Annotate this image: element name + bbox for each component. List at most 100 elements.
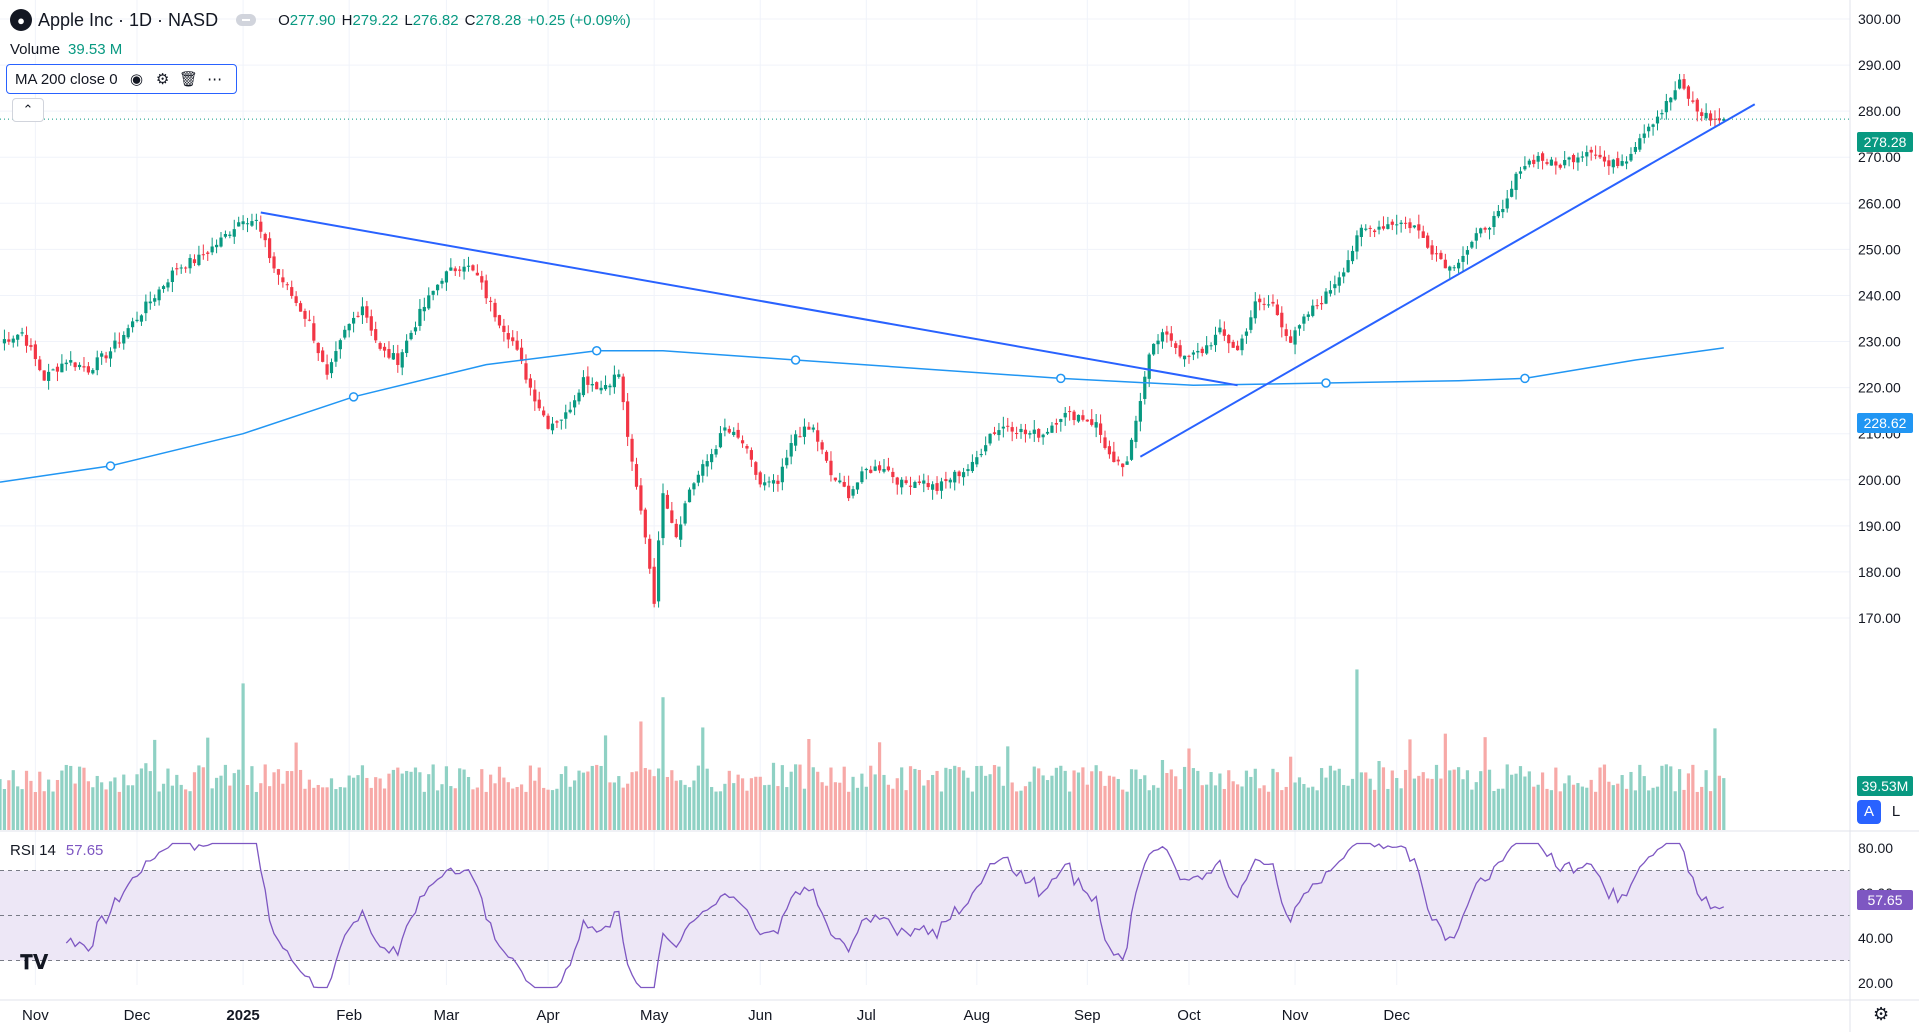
more-icon[interactable]: ⋯: [207, 71, 223, 88]
volume-bar: [1686, 773, 1691, 830]
candle-body: [1421, 231, 1425, 238]
volume-bar: [7, 780, 11, 830]
candle-body: [917, 481, 921, 483]
volume-bar: [378, 778, 382, 830]
candle-body: [1633, 146, 1637, 152]
candle-body: [175, 268, 179, 270]
candle-body: [268, 238, 272, 259]
symbol-title[interactable]: Apple Inc · 1D · NASD: [38, 9, 219, 30]
volume-bar: [670, 770, 674, 830]
volume-bar: [842, 766, 846, 830]
volume-bar: [502, 777, 506, 830]
tradingview-logo-icon[interactable]: 𝐓V: [20, 950, 49, 974]
hide-legend-toggle[interactable]: [236, 14, 257, 26]
candle-body: [533, 389, 537, 402]
volume-bar: [1284, 786, 1288, 830]
candle-body: [1081, 415, 1085, 420]
volume-bar: [387, 773, 391, 830]
volume-bar: [608, 782, 612, 830]
volume-bar: [537, 767, 541, 830]
candle-body: [391, 353, 395, 360]
candle-body: [440, 280, 444, 284]
volume-bar: [1514, 773, 1518, 830]
candle-body: [298, 303, 303, 312]
volume-bar: [418, 772, 422, 830]
candle-body: [975, 457, 979, 465]
candle-body: [1571, 154, 1576, 163]
volume-bar: [1558, 791, 1562, 830]
candle-body: [108, 351, 113, 359]
volume-bar: [1642, 776, 1646, 830]
candle-body: [922, 480, 926, 484]
volume-bar: [661, 697, 665, 830]
chevron-up-icon[interactable]: ⌃: [12, 98, 44, 122]
candle-body: [1722, 119, 1726, 121]
auto-scale-button[interactable]: A: [1857, 800, 1881, 824]
volume-bar: [586, 771, 590, 830]
volume-bar: [1266, 791, 1271, 830]
volume-bar: [599, 765, 603, 830]
candle-body: [979, 454, 983, 456]
log-scale-button[interactable]: L: [1891, 803, 1901, 820]
candle-body: [312, 323, 316, 341]
volume-bar: [771, 762, 776, 830]
candle-body: [33, 344, 37, 360]
volume-bar: [758, 776, 762, 830]
gear-icon[interactable]: ⚙: [1873, 1004, 1890, 1024]
candle-body: [886, 466, 891, 471]
apple-icon[interactable]: ●: [10, 9, 32, 31]
candle-body: [1620, 161, 1624, 166]
candle-body: [1319, 303, 1324, 305]
volume-bar: [1580, 786, 1584, 830]
candle-body: [422, 306, 426, 312]
settings-icon[interactable]: ⚙: [155, 71, 170, 88]
candle-body: [1589, 149, 1593, 153]
candle-body: [550, 423, 555, 431]
volume-bar: [1050, 775, 1054, 830]
volume-legend[interactable]: Volume 39.53 M: [10, 41, 122, 58]
ma-legend[interactable]: MA 200 close 0 ◉ ⚙ 🗑 ⋯: [6, 64, 237, 94]
candle-body: [506, 333, 510, 340]
volume-bar: [948, 769, 952, 830]
volume-bar: [710, 787, 714, 830]
volume-bar: [431, 764, 435, 830]
volume-bar: [16, 786, 20, 830]
candle-body: [1028, 433, 1032, 435]
candle-body: [1505, 198, 1509, 209]
candle-body: [352, 317, 356, 324]
candle-body: [639, 485, 643, 511]
candle-body: [343, 329, 347, 338]
candle-body: [157, 289, 161, 301]
volume-bar: [1448, 770, 1452, 830]
candle-body: [656, 540, 661, 602]
candle-body: [811, 427, 815, 430]
volume-bar: [1165, 772, 1169, 830]
candle-body: [91, 370, 95, 374]
candle-body: [1147, 354, 1151, 379]
candle-body: [1125, 461, 1129, 465]
eye-icon[interactable]: ◉: [130, 71, 144, 88]
candle-body: [630, 438, 634, 462]
volume-bar: [838, 782, 842, 830]
candle-body: [131, 321, 135, 328]
volume-bar: [192, 772, 197, 830]
candle-body: [1651, 124, 1655, 127]
trash-icon[interactable]: 🗑: [179, 71, 199, 88]
candle-body: [798, 436, 802, 438]
volume-bar: [1112, 776, 1116, 830]
candle-body: [1213, 334, 1218, 346]
candle-body: [1169, 333, 1173, 341]
ma-handle: [591, 346, 602, 356]
volume-bar: [674, 780, 678, 830]
rsi-legend[interactable]: RSI 14 57.65: [10, 842, 103, 859]
candle-body: [1518, 171, 1523, 174]
volume-bar: [1090, 771, 1094, 830]
volume-bar: [91, 787, 95, 830]
candle-body: [418, 308, 422, 326]
volume-bar: [1152, 785, 1156, 830]
candle-body: [1695, 99, 1699, 112]
candle-body: [542, 410, 546, 416]
candle-body: [1487, 227, 1492, 230]
volume-bar: [1240, 786, 1244, 830]
